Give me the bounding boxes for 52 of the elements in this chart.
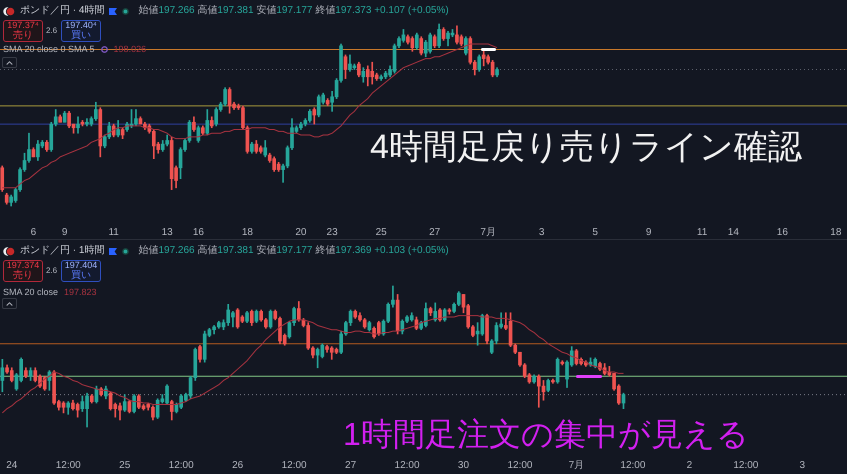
buy-button: 197.404 買い <box>61 260 101 282</box>
x-tick-label: 12:00 <box>733 460 759 471</box>
x-tick-label: 20 <box>295 226 307 238</box>
x-tick-label: 26 <box>232 460 244 471</box>
sell-button: 197.374 売り <box>3 260 43 282</box>
buy-button: 197.40⁴ 買い <box>61 20 101 42</box>
x-tick-label: 12:00 <box>56 460 82 471</box>
annotation: 197.37⁴ <box>7 20 39 30</box>
annotation: 197.823 <box>64 287 97 297</box>
x-tick-label: 11 <box>696 226 708 238</box>
x-tick-label: 25 <box>376 226 388 238</box>
x-tick-label: 7月 <box>480 226 496 238</box>
x-tick-label: 9 <box>62 226 68 238</box>
annotation: SMA 20 close <box>3 287 58 297</box>
x-tick-label: 24 <box>6 460 18 471</box>
chart-title: ポンド／円 · 1時間 <box>20 245 104 257</box>
annotation: 1時間足注文の集中が見える <box>343 416 749 452</box>
x-tick-label: 25 <box>119 460 131 471</box>
x-tick-label: 12:00 <box>282 460 308 471</box>
x-tick-label: 16 <box>776 226 788 238</box>
x-tick-label: 16 <box>192 226 204 238</box>
x-tick-label: 12:00 <box>620 460 646 471</box>
x-tick-label: 3 <box>800 460 806 471</box>
x-tick-label: 13 <box>162 226 174 238</box>
x-tick-label: 12:00 <box>507 460 533 471</box>
text: 始値197.266 高値197.381 安値197.177 終値197.369 +0.103 (+0.05%) <box>138 245 449 256</box>
x-tick-label: 18 <box>242 226 254 238</box>
x-tick-label: 3 <box>538 226 545 238</box>
x-tick-label: 11 <box>108 226 120 238</box>
x-tick-label: 30 <box>458 460 470 471</box>
text: 始値197.266 高値197.381 安値197.177 終値197.373 +0.107 (+0.05%) <box>138 5 449 16</box>
x-tick-label: 27 <box>429 226 441 238</box>
candlestick <box>76 116 80 134</box>
annotation: 197.40⁴ <box>65 20 97 30</box>
x-tick-label: 27 <box>345 460 357 471</box>
sell-button: 197.37⁴ 売り <box>3 20 43 42</box>
x-tick-label: 18 <box>830 226 842 238</box>
x-tick-label: 6 <box>30 226 37 238</box>
x-tick-label: 9 <box>646 226 652 238</box>
annotation: 売り <box>13 30 33 41</box>
x-tick-label: 23 <box>326 226 338 238</box>
annotation: 2.6 <box>46 26 58 35</box>
text: 2.6 <box>46 266 58 275</box>
x-tick-label: 12:00 <box>168 460 194 471</box>
x-tick-label: 12:00 <box>394 460 420 471</box>
chart-title: ポンド／円 · 4時間 <box>20 5 104 17</box>
x-tick-label: 7月 <box>568 460 584 471</box>
x-tick-label: 14 <box>728 226 740 238</box>
x-tick-label: 5 <box>592 226 598 238</box>
annotation: 買い <box>71 30 91 41</box>
x-tick-label: 2 <box>686 460 693 471</box>
annotation: 4時間足戻り売りライン確認 <box>370 128 802 166</box>
